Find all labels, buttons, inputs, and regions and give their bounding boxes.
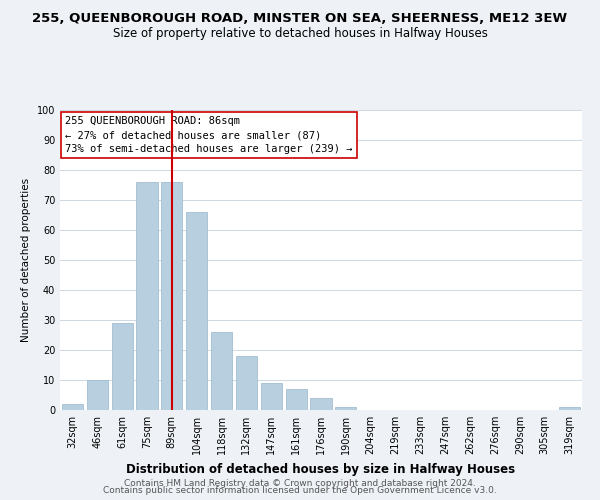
Bar <box>335 407 356 410</box>
Bar <box>62 404 83 410</box>
Bar <box>112 323 133 410</box>
Bar <box>211 332 232 410</box>
Y-axis label: Number of detached properties: Number of detached properties <box>21 178 31 342</box>
Bar <box>136 182 158 410</box>
Bar <box>286 389 307 410</box>
Text: 255, QUEENBOROUGH ROAD, MINSTER ON SEA, SHEERNESS, ME12 3EW: 255, QUEENBOROUGH ROAD, MINSTER ON SEA, … <box>32 12 568 26</box>
Bar <box>559 407 580 410</box>
Bar <box>186 212 207 410</box>
Text: 255 QUEENBOROUGH ROAD: 86sqm
← 27% of detached houses are smaller (87)
73% of se: 255 QUEENBOROUGH ROAD: 86sqm ← 27% of de… <box>65 116 353 154</box>
Text: Size of property relative to detached houses in Halfway Houses: Size of property relative to detached ho… <box>113 28 487 40</box>
X-axis label: Distribution of detached houses by size in Halfway Houses: Distribution of detached houses by size … <box>127 462 515 475</box>
Bar <box>310 398 332 410</box>
Bar <box>261 383 282 410</box>
Bar <box>161 182 182 410</box>
Bar <box>87 380 108 410</box>
Text: Contains public sector information licensed under the Open Government Licence v3: Contains public sector information licen… <box>103 486 497 495</box>
Bar <box>236 356 257 410</box>
Text: Contains HM Land Registry data © Crown copyright and database right 2024.: Contains HM Land Registry data © Crown c… <box>124 478 476 488</box>
